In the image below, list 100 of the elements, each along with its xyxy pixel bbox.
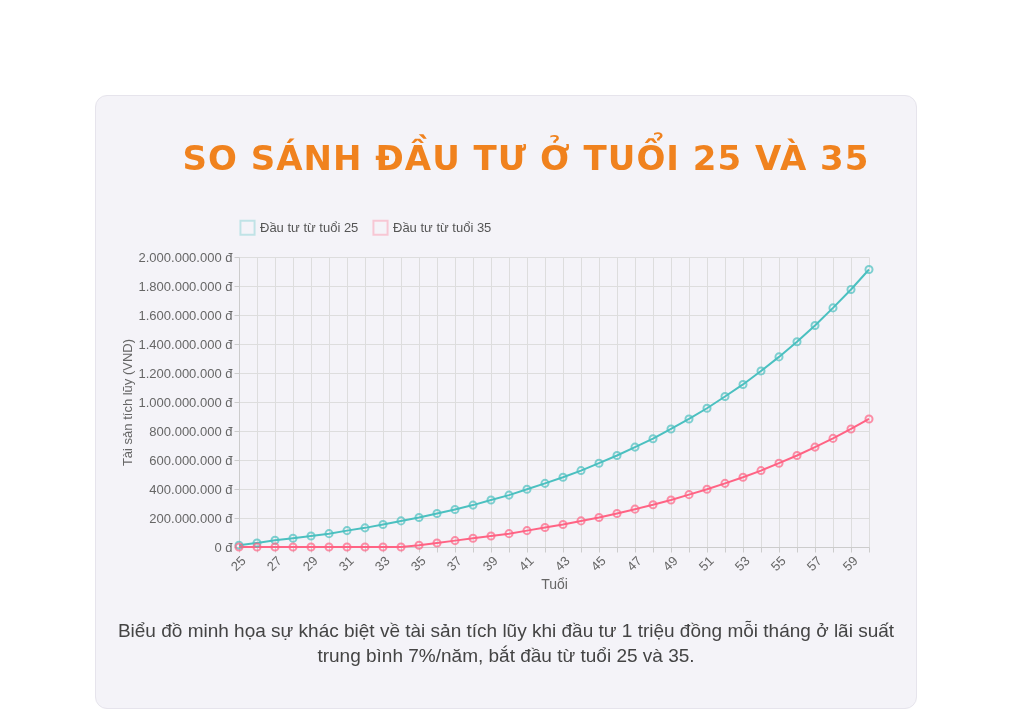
point	[342, 526, 352, 536]
point	[252, 538, 262, 548]
point	[288, 533, 298, 543]
y-tick-label: 200.000.000 đ	[149, 510, 234, 526]
point	[486, 531, 496, 541]
point	[342, 542, 352, 552]
x-tick-label: 47	[623, 553, 645, 574]
x-tick-label: 45	[587, 553, 609, 574]
point	[702, 403, 712, 413]
x-tick-label: 53	[731, 553, 753, 574]
point	[288, 542, 298, 552]
point	[594, 513, 604, 523]
point	[414, 513, 424, 523]
point	[540, 523, 550, 533]
point	[828, 433, 838, 443]
y-tick-label: 1.600.000.000 đ	[138, 307, 234, 323]
y-axis-title: Tài sản tích lũy (VND)	[119, 338, 135, 467]
y-tick-label: 400.000.000 đ	[149, 481, 234, 497]
point	[774, 352, 784, 362]
text: Biểu đồ minh họa sự khác biệt về tài sản tích lũy khi đầu tư 1 triệu đồng mỗi tháng ở lãi suất trung bình 7%/năm, bắt đầu từ tuổi 25 và 35.	[116, 619, 896, 668]
x-tick-label: 51	[695, 553, 717, 574]
x-tick-label: 35	[407, 553, 429, 574]
x-tick-label: 55	[767, 553, 789, 574]
point	[306, 542, 316, 552]
point	[378, 542, 388, 552]
y-tick-label: 1.400.000.000 đ	[138, 336, 234, 352]
point	[414, 540, 424, 550]
point	[738, 472, 748, 482]
point	[504, 490, 514, 500]
point	[558, 520, 568, 530]
point	[810, 320, 820, 330]
point	[468, 500, 478, 510]
point	[810, 442, 820, 452]
point	[846, 424, 856, 434]
point	[450, 504, 460, 514]
y-tick-label: 1.000.000.000 đ	[138, 394, 234, 410]
point	[666, 495, 676, 505]
point	[432, 538, 442, 548]
legend-label: Đầu tư từ tuổi 25	[260, 219, 359, 235]
point	[774, 458, 784, 468]
y-tick-label: 800.000.000 đ	[149, 423, 234, 439]
y-tick-label: 1.800.000.000 đ	[138, 278, 234, 294]
point	[252, 542, 262, 552]
point	[522, 484, 532, 494]
point	[540, 478, 550, 488]
point	[720, 478, 730, 488]
point	[684, 414, 694, 424]
x-tick-label: 37	[443, 553, 465, 574]
point	[522, 526, 532, 536]
point	[684, 490, 694, 500]
point	[630, 504, 640, 514]
point	[360, 523, 370, 533]
point	[270, 535, 280, 545]
point	[450, 536, 460, 546]
x-tick-label: 27	[263, 553, 285, 574]
x-tick-label: 33	[371, 553, 393, 574]
x-tick-label: 43	[551, 553, 573, 574]
x-tick-label: 41	[515, 553, 537, 574]
point	[666, 424, 676, 434]
point	[738, 379, 748, 389]
point	[558, 472, 568, 482]
point	[324, 542, 334, 552]
x-axis-title: Tuổi	[541, 575, 568, 592]
point	[360, 542, 370, 552]
point	[432, 508, 442, 519]
point	[324, 529, 334, 539]
x-tick-label: 57	[803, 553, 825, 574]
point	[720, 391, 730, 402]
point	[486, 495, 496, 505]
point	[504, 529, 514, 539]
point	[702, 484, 712, 494]
x-tick-label: 59	[839, 553, 861, 574]
point	[612, 508, 622, 519]
point	[378, 520, 388, 530]
x-tick-label: 25	[227, 553, 249, 574]
x-tick-label: 31	[335, 553, 357, 574]
y-tick-label: 0 đ	[214, 539, 234, 555]
point	[396, 516, 406, 526]
point	[576, 466, 586, 476]
x-tick-label: 49	[659, 553, 681, 574]
x-tick-label: 39	[479, 553, 501, 574]
point	[792, 450, 802, 461]
point	[396, 542, 406, 552]
point	[306, 531, 316, 541]
point	[594, 458, 604, 468]
point	[846, 284, 856, 295]
y-tick-label: 1.200.000.000 đ	[138, 365, 234, 381]
point	[756, 366, 766, 376]
point	[576, 516, 586, 526]
point	[468, 533, 478, 543]
point	[756, 466, 766, 476]
point	[270, 542, 280, 552]
y-tick-label: 600.000.000 đ	[149, 452, 234, 468]
point	[648, 434, 658, 444]
point	[648, 500, 658, 510]
y-tick-label: 2.000.000.000 đ	[138, 249, 234, 265]
point	[612, 450, 622, 461]
x-tick-label: 29	[299, 553, 321, 574]
point	[630, 442, 640, 452]
point	[828, 303, 838, 313]
